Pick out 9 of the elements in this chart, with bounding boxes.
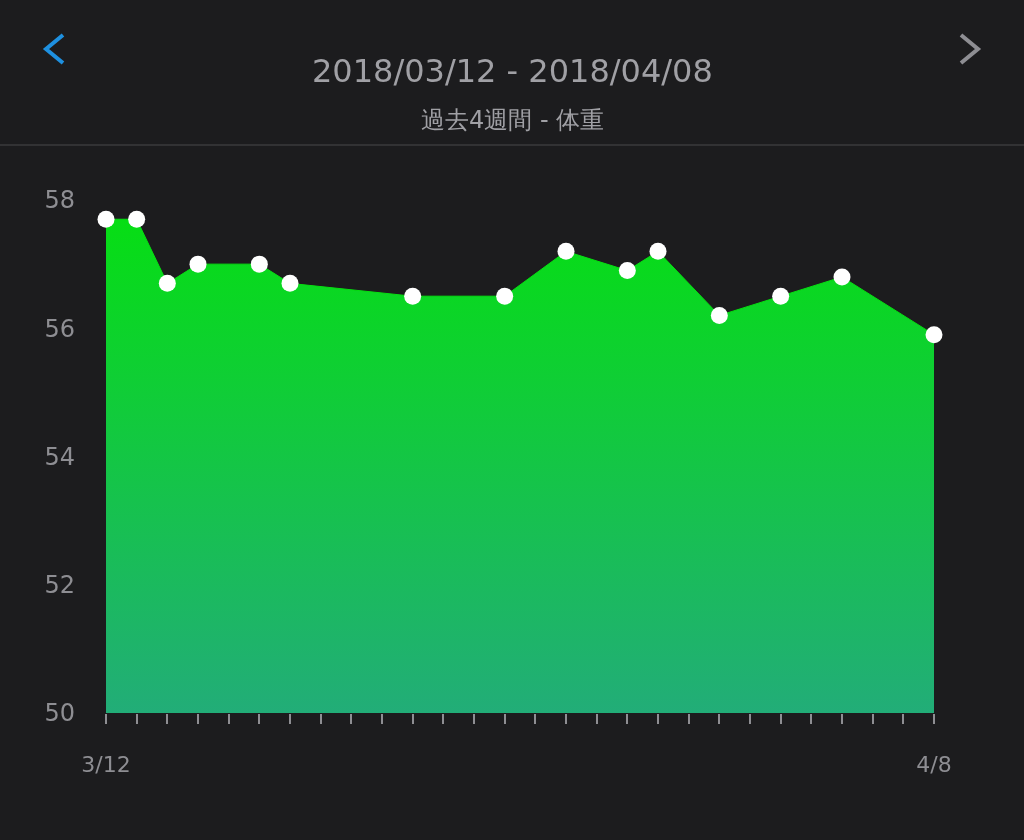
y-tick-label: 58 (44, 186, 75, 215)
y-tick-label: 56 (44, 314, 75, 343)
y-tick-label: 54 (44, 442, 75, 471)
chart-title: 2018/03/12 - 2018/04/08 (312, 52, 713, 90)
x-tick-label: 4/8 (916, 752, 952, 778)
y-tick-label: 52 (44, 571, 75, 600)
x-tick-label: 3/12 (81, 752, 131, 778)
y-tick-label: 50 (44, 699, 75, 728)
chart-subtitle: 過去4週間 - 体重 (421, 106, 605, 134)
